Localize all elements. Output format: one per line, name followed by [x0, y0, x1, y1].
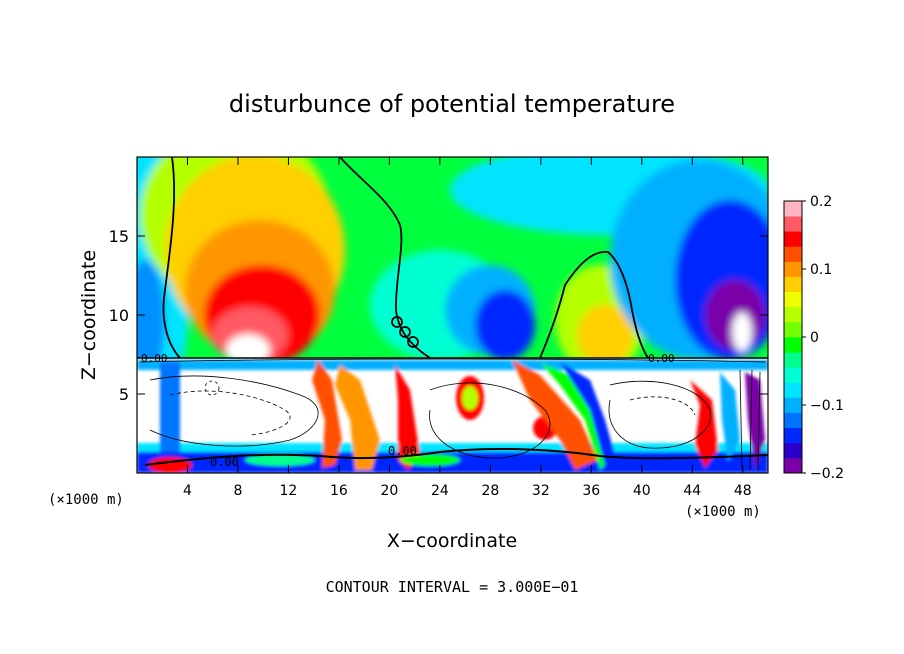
colorbar-tick-label: −0.1	[810, 398, 844, 414]
x-tick-label: 16	[330, 483, 348, 499]
colorbar-swatch	[784, 261, 802, 277]
colorbar-swatch	[784, 412, 802, 429]
colorbar-swatch	[784, 231, 802, 247]
colorbar-swatch	[784, 216, 802, 232]
x-tick-label: 48	[734, 483, 752, 499]
colorbar-swatch	[784, 382, 802, 398]
x-unit-left: (×1000 m)	[48, 492, 124, 508]
colorbar-tick-label: 0.2	[810, 194, 832, 210]
y-tick-label: 10	[109, 306, 129, 325]
x-tick-label: 12	[280, 483, 298, 499]
x-tick-label: 40	[633, 483, 651, 499]
colorbar-swatch	[784, 201, 802, 217]
colorbar-ticks: 0.2 0.1 0 −0.1 −0.2	[802, 194, 844, 482]
colorbar-swatch	[784, 291, 802, 308]
colorbar-swatch	[784, 306, 802, 323]
colorbar-swatch	[784, 321, 802, 338]
x-tick-label: 8	[233, 483, 242, 499]
contour-interval-annotation: CONTOUR INTERVAL = 3.000E−01	[326, 578, 579, 596]
colorbar-swatch	[784, 397, 802, 413]
colorbar-swatch	[784, 442, 802, 459]
colorbar-tick-label: 0.1	[810, 262, 832, 278]
x-tick-label: 28	[481, 483, 499, 499]
contour-label-3: 0.00	[210, 455, 239, 469]
colorbar-swatch	[784, 337, 802, 353]
y-axis-label: Z−coordinate	[78, 250, 100, 380]
x-unit-right: (×1000 m)	[685, 504, 761, 520]
heatmap-upper	[137, 157, 768, 358]
x-tick-label: 32	[532, 483, 550, 499]
colorbar-tick-label: 0	[810, 330, 819, 346]
colorbar-swatch	[784, 457, 802, 474]
colorbar-swatch	[784, 367, 802, 383]
colorbar-swatch	[784, 246, 802, 262]
y-tick-label: 15	[109, 227, 129, 246]
colorbar	[783, 200, 803, 474]
x-tick-label: 20	[380, 483, 398, 499]
contour-label-2: 0.00	[648, 352, 675, 365]
y-ticks: 5 10 15	[109, 227, 768, 404]
x-tick-label: 36	[582, 483, 600, 499]
x-tick-label: 24	[431, 483, 449, 499]
colorbar-swatch	[784, 352, 802, 368]
colorbar-swatch	[784, 276, 802, 293]
heatmap-lower	[137, 358, 768, 473]
contour-label-1: 0.00	[141, 352, 168, 365]
x-axis-label: X−coordinate	[387, 530, 517, 552]
contour-label-4: 0.00	[388, 444, 417, 458]
x-ticks: 4 8 12 16 20 24 28 32 36 40 44 48	[183, 157, 752, 499]
x-tick-label: 4	[183, 483, 192, 499]
colorbar-swatch	[784, 427, 802, 444]
x-tick-label: 44	[683, 483, 701, 499]
chart-title: disturbunce of potential temperature	[229, 90, 675, 118]
colorbar-tick-label: −0.2	[810, 466, 844, 482]
contour-zero-upper	[162, 157, 649, 358]
y-tick-label: 5	[119, 385, 129, 404]
